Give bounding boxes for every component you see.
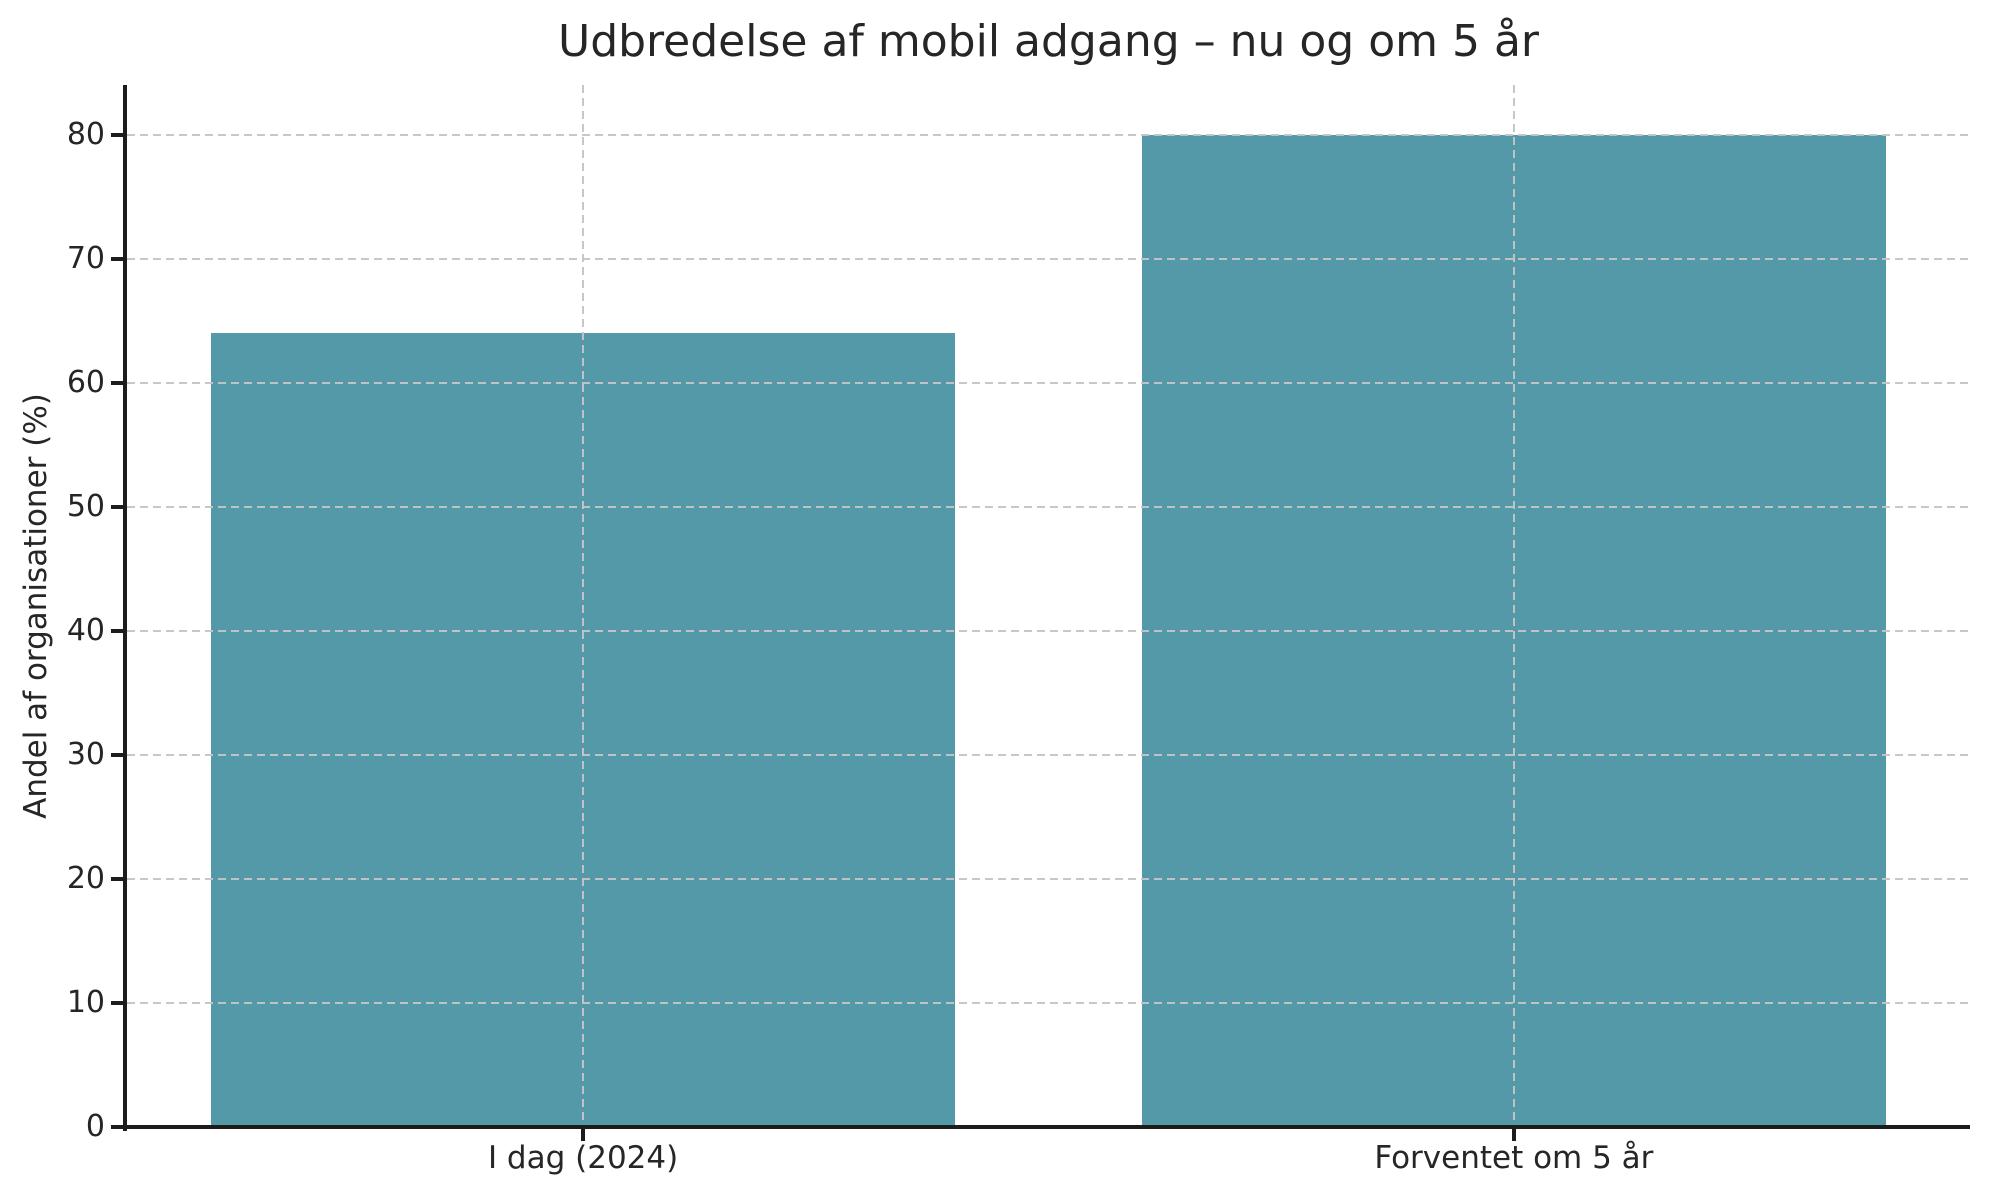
y-tick-mark-50 (111, 504, 123, 509)
gridline-h-80 (127, 133, 1970, 136)
y-tick-mark-0 (111, 1125, 123, 1129)
gridline-h-30 (127, 753, 1970, 756)
y-tick-label-30: 30 (66, 736, 105, 772)
x-tick-label-0: I dag (2024) (487, 1140, 679, 1176)
y-tick-label-40: 40 (66, 612, 105, 648)
y-axis-line (123, 85, 127, 1131)
y-tick-label-80: 80 (66, 116, 105, 152)
gridline-v-1 (1512, 85, 1515, 1127)
y-tick-mark-10 (111, 1000, 123, 1005)
x-axis-line (123, 1125, 1970, 1129)
gridline-v-0 (582, 85, 585, 1127)
y-tick-mark-60 (111, 380, 123, 385)
y-tick-label-60: 60 (66, 364, 105, 400)
x-tick-label-1: Forventet om 5 år (1374, 1140, 1654, 1176)
y-tick-mark-30 (111, 752, 123, 757)
y-tick-label-70: 70 (66, 240, 105, 276)
y-tick-mark-20 (111, 876, 123, 881)
gridline-h-60 (127, 381, 1970, 384)
gridline-h-40 (127, 629, 1970, 632)
y-tick-mark-80 (111, 132, 123, 137)
x-tick-mark-0 (581, 1129, 586, 1141)
gridline-h-10 (127, 1001, 1970, 1004)
y-tick-mark-70 (111, 256, 123, 261)
y-tick-mark-40 (111, 628, 123, 633)
x-tick-mark-1 (1511, 1129, 1516, 1141)
gridline-h-20 (127, 877, 1970, 880)
gridline-h-70 (127, 257, 1970, 260)
y-tick-label-20: 20 (66, 860, 105, 896)
y-tick-label-50: 50 (66, 488, 105, 524)
chart-title: Udbredelse af mobil adgang – nu og om 5 … (557, 16, 1540, 67)
y-tick-label-10: 10 (66, 984, 105, 1020)
y-tick-label-0: 0 (85, 1109, 105, 1144)
gridline-h-50 (127, 505, 1970, 508)
